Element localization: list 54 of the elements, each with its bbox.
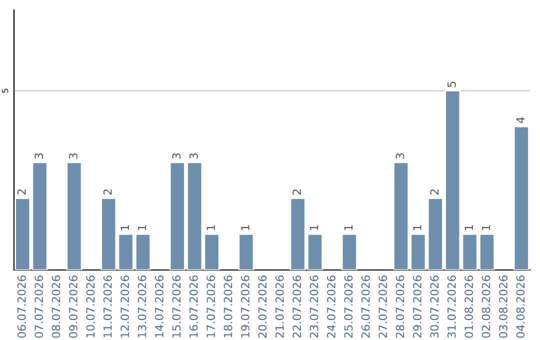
x-tick-label: 09.07.2026 (69, 276, 78, 338)
x-tick-label: 12.07.2026 (120, 276, 130, 338)
x-tick-label: 14.07.2026 (155, 276, 164, 338)
x-tick-label: 25.07.2026 (344, 276, 353, 338)
x-tick-label: 06.07.2026 (17, 276, 26, 338)
x-tick-label: 26.07.2026 (361, 276, 370, 338)
x-tick-label: 17.07.2026 (206, 276, 216, 338)
data-label: 1 (120, 225, 129, 230)
data-label: 3 (172, 153, 181, 159)
x-tick-label: 11.07.2026 (103, 276, 112, 338)
data-label: 3 (69, 153, 78, 159)
x-tick-label: 28.07.2026 (396, 276, 404, 338)
data-label: 3 (34, 153, 44, 159)
x-tick-label: 15.07.2026 (172, 276, 181, 338)
data-label: 1 (464, 225, 473, 230)
x-tick-label: 04.08.2026 (516, 276, 525, 338)
data-label: 1 (482, 225, 490, 230)
bar (341, 233, 358, 270)
x-tick-label: 19.07.2026 (241, 276, 250, 338)
x-tick-label: 23.07.2026 (310, 276, 318, 338)
bar (513, 126, 530, 270)
x-tick-label: 07.07.2026 (34, 276, 44, 338)
x-tick-label: 31.07.2026 (447, 276, 456, 338)
data-label: 3 (396, 153, 404, 159)
x-tick-label: 08.07.2026 (52, 276, 60, 338)
data-label: 1 (241, 225, 250, 230)
data-label: 2 (430, 189, 438, 195)
x-tick-label: 18.07.2026 (224, 276, 232, 338)
x-tick-label: 21.07.2026 (275, 276, 284, 338)
bar (66, 162, 82, 270)
data-label: 4 (516, 117, 524, 124)
x-tick-label: 24.07.2026 (327, 276, 336, 338)
x-tick-label: 10.07.2026 (86, 276, 95, 338)
data-label: 2 (103, 189, 112, 195)
x-tick-label: 01.08.2026 (464, 276, 474, 338)
x-tick-label: 03.08.2026 (499, 276, 508, 338)
data-label: 2 (292, 189, 301, 195)
x-tick-label: 13.07.2026 (138, 276, 146, 338)
x-tick-label: 30.07.2026 (430, 276, 439, 338)
x-tick-label: 29.07.2026 (413, 276, 422, 338)
data-label: 1 (310, 225, 318, 230)
bar (238, 233, 254, 270)
data-label: 1 (413, 225, 422, 230)
data-label: 1 (138, 225, 146, 230)
x-tick-label: 27.07.2026 (378, 276, 388, 338)
data-label: 2 (17, 189, 26, 195)
x-tick-label: 16.07.2026 (189, 276, 198, 338)
x-tick-label: 20.07.2026 (258, 276, 267, 338)
x-tick-label: 22.07.2026 (292, 276, 302, 338)
data-label: 3 (189, 153, 198, 159)
data-label: 1 (344, 225, 352, 230)
data-label: 5 (448, 82, 456, 87)
x-tick-label: 02.08.2026 (482, 276, 490, 338)
data-label: 1 (206, 225, 215, 230)
